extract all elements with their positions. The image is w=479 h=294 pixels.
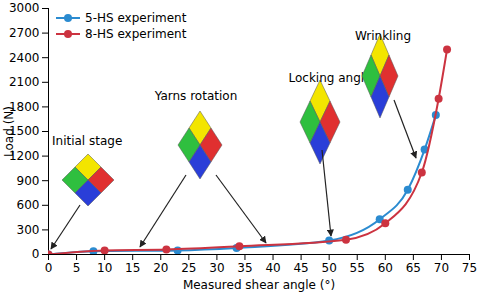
svg-text:0: 0 [45, 261, 53, 275]
svg-text:50: 50 [322, 261, 337, 275]
svg-text:55: 55 [350, 261, 365, 275]
svg-text:300: 300 [17, 223, 40, 237]
svg-text:5-HS experiment: 5-HS experiment [85, 11, 187, 25]
svg-text:8-HS experiment: 8-HS experiment [85, 27, 187, 41]
svg-text:15: 15 [125, 261, 140, 275]
svg-text:1200: 1200 [9, 148, 40, 163]
svg-text:2700: 2700 [9, 26, 40, 40]
svg-text:30: 30 [209, 261, 224, 275]
svg-text:20: 20 [153, 261, 168, 275]
svg-text:25: 25 [181, 261, 196, 275]
svg-text:40: 40 [265, 261, 280, 275]
svg-text:Initial stage: Initial stage [52, 134, 122, 148]
svg-text:Measured shear angle (°): Measured shear angle (°) [183, 278, 335, 292]
svg-text:Wrinkling: Wrinkling [355, 29, 411, 43]
svg-text:1500: 1500 [9, 124, 40, 139]
svg-text:3000: 3000 [9, 1, 40, 15]
svg-text:5: 5 [73, 261, 81, 275]
svg-text:Yarns rotation: Yarns rotation [154, 89, 237, 103]
svg-text:45: 45 [293, 261, 308, 275]
svg-text:2400: 2400 [9, 51, 40, 65]
svg-text:10: 10 [97, 261, 112, 275]
svg-text:0: 0 [32, 247, 40, 261]
svg-text:70: 70 [434, 261, 449, 275]
svg-text:65: 65 [406, 261, 421, 275]
svg-text:75: 75 [462, 261, 477, 275]
svg-text:Load (N): Load (N) [2, 106, 16, 157]
svg-text:1800: 1800 [9, 99, 40, 114]
svg-text:60: 60 [378, 261, 393, 275]
svg-text:600: 600 [17, 198, 40, 212]
svg-text:Locking angle: Locking angle [288, 71, 371, 85]
svg-text:900: 900 [17, 174, 40, 188]
svg-text:2100: 2100 [9, 75, 40, 89]
svg-text:35: 35 [237, 261, 252, 275]
